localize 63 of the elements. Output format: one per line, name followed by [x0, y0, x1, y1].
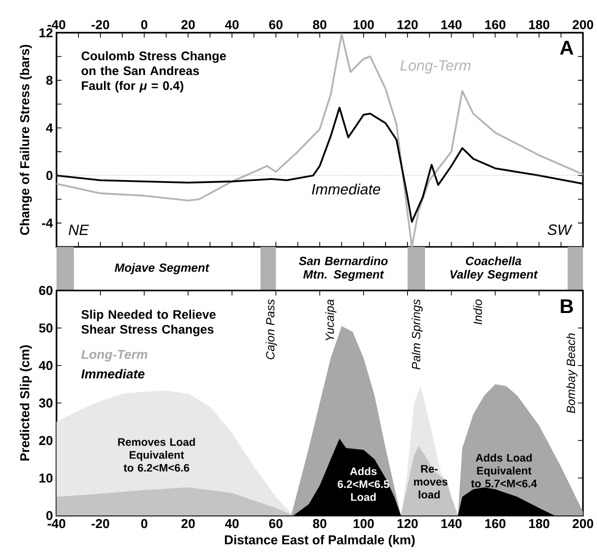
x-tick-label: 120 — [398, 20, 418, 30]
y-tick-label: 0 — [46, 170, 52, 180]
y-tick-label: 50 — [39, 323, 52, 332]
text: San Bernardino Mtn. Segment — [298, 256, 388, 281]
y-axis-title: Change of Failure Stress (bars) — [20, 44, 32, 235]
x-tick-label: 0 — [141, 20, 148, 30]
y-tick-label: 20 — [39, 436, 52, 446]
text: Mojave Segment — [114, 263, 210, 274]
annotation: Adds 6.2<M<6.5 Load — [338, 467, 390, 501]
x-tick-label: 120 — [398, 518, 418, 528]
series-label: Immediate — [312, 184, 380, 194]
x-tick-label: -40 — [48, 20, 66, 30]
y-tick-label: 40 — [38, 360, 52, 370]
x-tick-label: 160 — [485, 518, 506, 528]
x-tick-label: 180 — [529, 20, 550, 30]
x-tick-label: 140 — [441, 20, 462, 30]
x-tick-label: 100 — [354, 20, 374, 30]
x-tick-label: 20 — [181, 518, 195, 528]
annotation: Cajon Pass — [266, 299, 277, 360]
y-tick-label: 12 — [39, 28, 52, 38]
x-tick-label: 200 — [572, 518, 594, 528]
x-tick-label: 40 — [225, 518, 239, 528]
x-tick-label: 180 — [529, 518, 550, 528]
x-tick-label: 40 — [225, 20, 239, 30]
annotation: B — [560, 299, 573, 313]
series-label: Long-Term — [400, 60, 471, 74]
text: Coachella Valley Segment — [450, 256, 538, 281]
x-tick-label: 140 — [441, 518, 462, 528]
annotation: Removes Load Equivalent to 6.2<M<6.6 — [118, 438, 195, 472]
y-tick-label: 30 — [38, 398, 52, 408]
x-tick-label: -20 — [92, 20, 110, 30]
y-tick-label: -4 — [42, 218, 53, 228]
x-tick-label: 0 — [141, 518, 148, 528]
annotation: Indio — [473, 299, 482, 324]
x-tick-label: -40 — [48, 518, 66, 528]
annotation: NE — [68, 224, 90, 235]
x-tick-label: 20 — [181, 20, 195, 30]
annotation: SW — [548, 224, 572, 235]
annotation: Yucaipa — [325, 299, 336, 340]
x-tick-label: 60 — [269, 20, 282, 30]
x-tick-label: 100 — [354, 518, 374, 528]
text: Coulomb Stress Change on the San Andreas Fault (for μ = 0.4) — [82, 51, 226, 92]
annotation: Palm Springs — [412, 299, 423, 370]
text: Long-Term — [81, 350, 148, 362]
annotation: Re-moves load — [414, 465, 448, 498]
x-tick-label: -20 — [92, 518, 110, 528]
annotation: A — [560, 40, 574, 54]
y-axis-title: Predicted Slip (cm) — [20, 345, 32, 460]
annotation: Adds Load Equivalent to 5.7<M<6.4 — [471, 454, 537, 488]
legend-label: Immediate — [81, 368, 144, 378]
x-tick-label: 60 — [269, 518, 282, 528]
y-tick-label: 4 — [46, 123, 53, 132]
y-tick-label: 60 — [39, 286, 52, 295]
x-axis-title: Distance East of Palmdale (km) — [224, 534, 415, 547]
y-tick-label: 0 — [46, 510, 52, 520]
x-tick-label: 200 — [572, 20, 594, 30]
x-tick-label: 80 — [312, 518, 326, 528]
x-tick-label: 160 — [485, 20, 506, 30]
text: Slip Needed to Relieve Shear Stress Changes — [81, 310, 216, 336]
annotation: Bombay Beach — [566, 333, 578, 414]
x-tick-label: 80 — [312, 20, 326, 30]
y-tick-label: 10 — [39, 473, 52, 483]
y-tick-label: 8 — [46, 76, 53, 85]
